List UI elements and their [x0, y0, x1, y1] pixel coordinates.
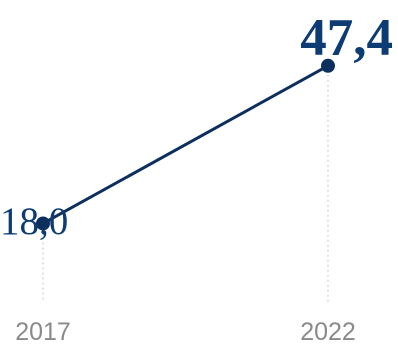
x-tick-label-2022: 2022: [300, 318, 356, 346]
data-point-2017: [36, 216, 50, 231]
data-point-2022: [321, 58, 335, 73]
value-label-2022: 47,4: [300, 9, 393, 67]
x-tick-label-2017: 2017: [15, 318, 71, 346]
series-line: [41, 64, 330, 225]
value-label-2017: 18,0: [0, 200, 68, 243]
guide-lines: [42, 74, 329, 302]
